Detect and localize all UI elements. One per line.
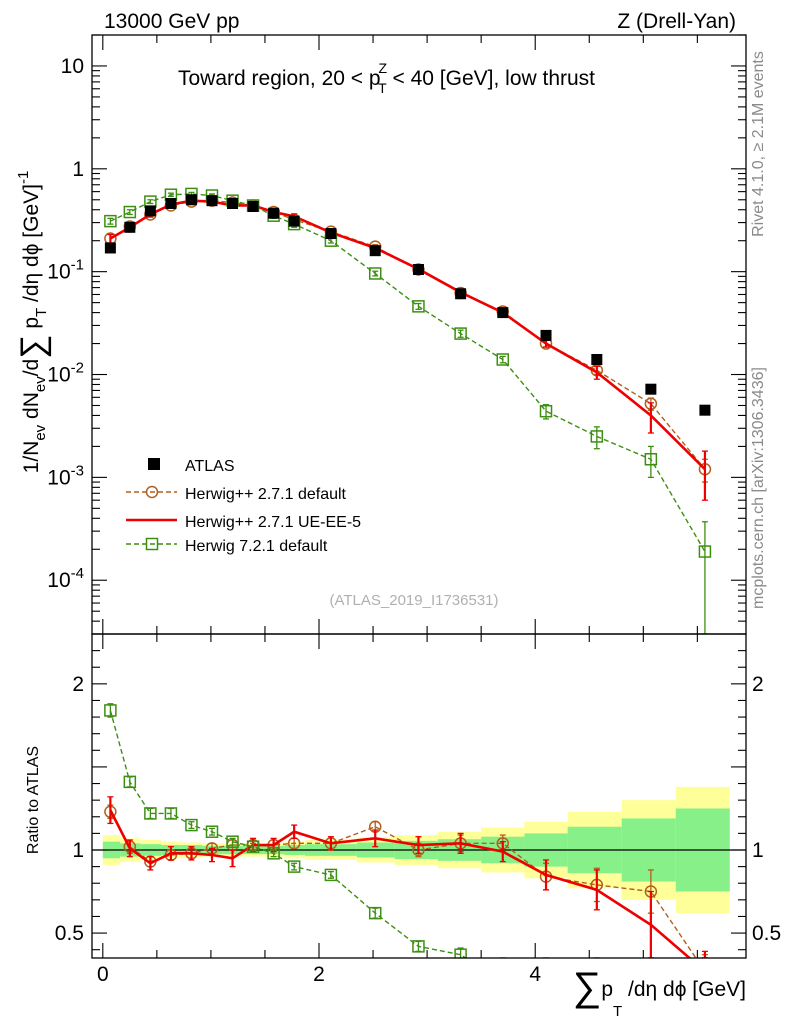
main-point-0-1 [124,221,136,233]
ratio-point-2-12 [412,940,425,953]
main-point-3-15 [539,404,553,418]
analysis-watermark: (ATLAS_2019_I1736531) [329,592,498,609]
main-point-3-14 [496,353,510,366]
xtick-label-0: 0 [97,963,109,986]
ratio-point-2-4 [185,818,198,832]
legend-label-herwig7-default: Herwig 7.2.1 default [185,538,328,555]
ratio-ytick-label-left-2: 0.5 [55,922,84,945]
main-point-0-13 [455,288,467,300]
main-y-axis-label: 1/Nev dNev/d∑ pT /dη dϕ [GeV]-1 [14,171,52,474]
main-ytick-label-0: 10 [61,55,84,78]
ratio-point-2-14 [497,977,508,988]
main-series-1 [104,194,712,483]
ratio-series-1 [107,796,708,958]
main-point-0-16 [591,353,603,365]
main-point-0-14 [497,307,509,319]
ratio-point-2-5 [205,825,219,838]
main-point-3-12 [412,300,425,313]
legend-label-atlas: ATLAS [185,458,235,475]
x-axis-label: ∑pT /dη dϕ [GeV] [573,965,746,1020]
main-point-0-4 [185,194,197,206]
main-ytick-label-5: 10-4 [47,565,84,592]
main-point-0-0 [104,242,116,254]
main-point-0-17 [645,383,657,395]
main-ytick-label-1: 1 [72,158,84,181]
ratio-point-2-9 [287,860,301,873]
ratio-point-2-7 [246,840,260,853]
main-point-0-11 [369,245,381,257]
ratio-point-2-8 [267,847,280,860]
main-point-0-5 [206,195,218,207]
ratio-point-0-18 [699,966,710,977]
main-point-3-0 [104,214,117,228]
ratio-point-2-10 [324,868,338,882]
main-series-line-2 [109,199,706,471]
main-point-3-11 [368,267,382,280]
ratio-ytick-label-right-1: 1 [752,839,764,862]
ratio-point-2-18 [699,1004,710,1015]
ratio-point-2-1 [123,775,137,789]
main-point-0-9 [288,215,300,227]
main-point-0-15 [540,329,552,341]
ratio-ytick-label-left-0: 2 [72,673,84,696]
legend-marker-1 [145,485,159,499]
main-series-0 [104,194,711,416]
main-title: Toward region, 20 < pZ T < 40 [GeV], low … [178,60,595,96]
legend: ATLAS Herwig++ 2.7.1 default Herwig++ 2.… [126,458,361,555]
main-point-3-13 [454,327,467,340]
main-point-0-18 [699,404,711,416]
header-right: Z (Drell-Yan) [617,10,736,33]
main-point-0-7 [247,201,259,213]
main-point-0-8 [268,207,280,219]
ratio-series-2 [104,703,710,1015]
main-point-0-12 [412,263,424,275]
xtick-label-1: 2 [313,963,325,986]
ratio-point-2-3 [164,807,178,820]
legend-marker-atlas [148,458,160,470]
main-series-3 [104,187,712,634]
legend-label-herwigpp-ueee5: Herwig++ 2.7.1 UE-EE-5 [185,514,361,531]
mcplots-label: mcplots.cern.ch [arXiv:1306.3436] [750,367,767,609]
main-point-0-10 [325,228,337,240]
ratio-point-2-15 [541,981,552,992]
ratio-y-axis-label: Ratio to ATLAS [25,746,42,854]
main-ytick-label-3: 10-2 [47,360,84,387]
ratio-ytick-label-right-2: 0.5 [752,922,781,945]
main-series-line-1 [110,199,706,470]
ratio-ytick-label-right-0: 2 [752,673,764,696]
main-point-3-1 [123,205,137,219]
ratio-point-2-13 [454,948,467,958]
main-point-0-2 [144,205,156,217]
rivet-version-label: Rivet 4.1.0, ≥ 2.1M events [750,51,767,237]
ratio-point-2-11 [368,906,382,920]
ratio-ytick-label-left-1: 1 [72,839,84,862]
xtick-label-2: 4 [529,963,541,986]
header-left: 13000 GeV pp [104,10,239,33]
main-point-0-6 [227,197,239,209]
main-series-2 [107,198,708,501]
main-point-0-3 [165,197,177,209]
main-panel [104,187,712,634]
ratio-panel [92,703,746,1015]
main-ytick-label-2: 10-1 [47,257,84,284]
main-point-3-18 [698,545,712,558]
legend-label-herwigpp-default: Herwig++ 2.7.1 default [185,486,347,503]
main-point-3-16 [590,430,604,443]
main-point-3-17 [644,453,658,466]
ratio-frame [91,633,747,959]
ratio-point-2-2 [144,807,157,820]
ratio-point-2-6 [226,835,239,848]
legend-marker-3 [145,537,159,551]
main-ytick-label-4: 10-3 [47,462,84,489]
ratio-point-2-0 [104,704,117,717]
